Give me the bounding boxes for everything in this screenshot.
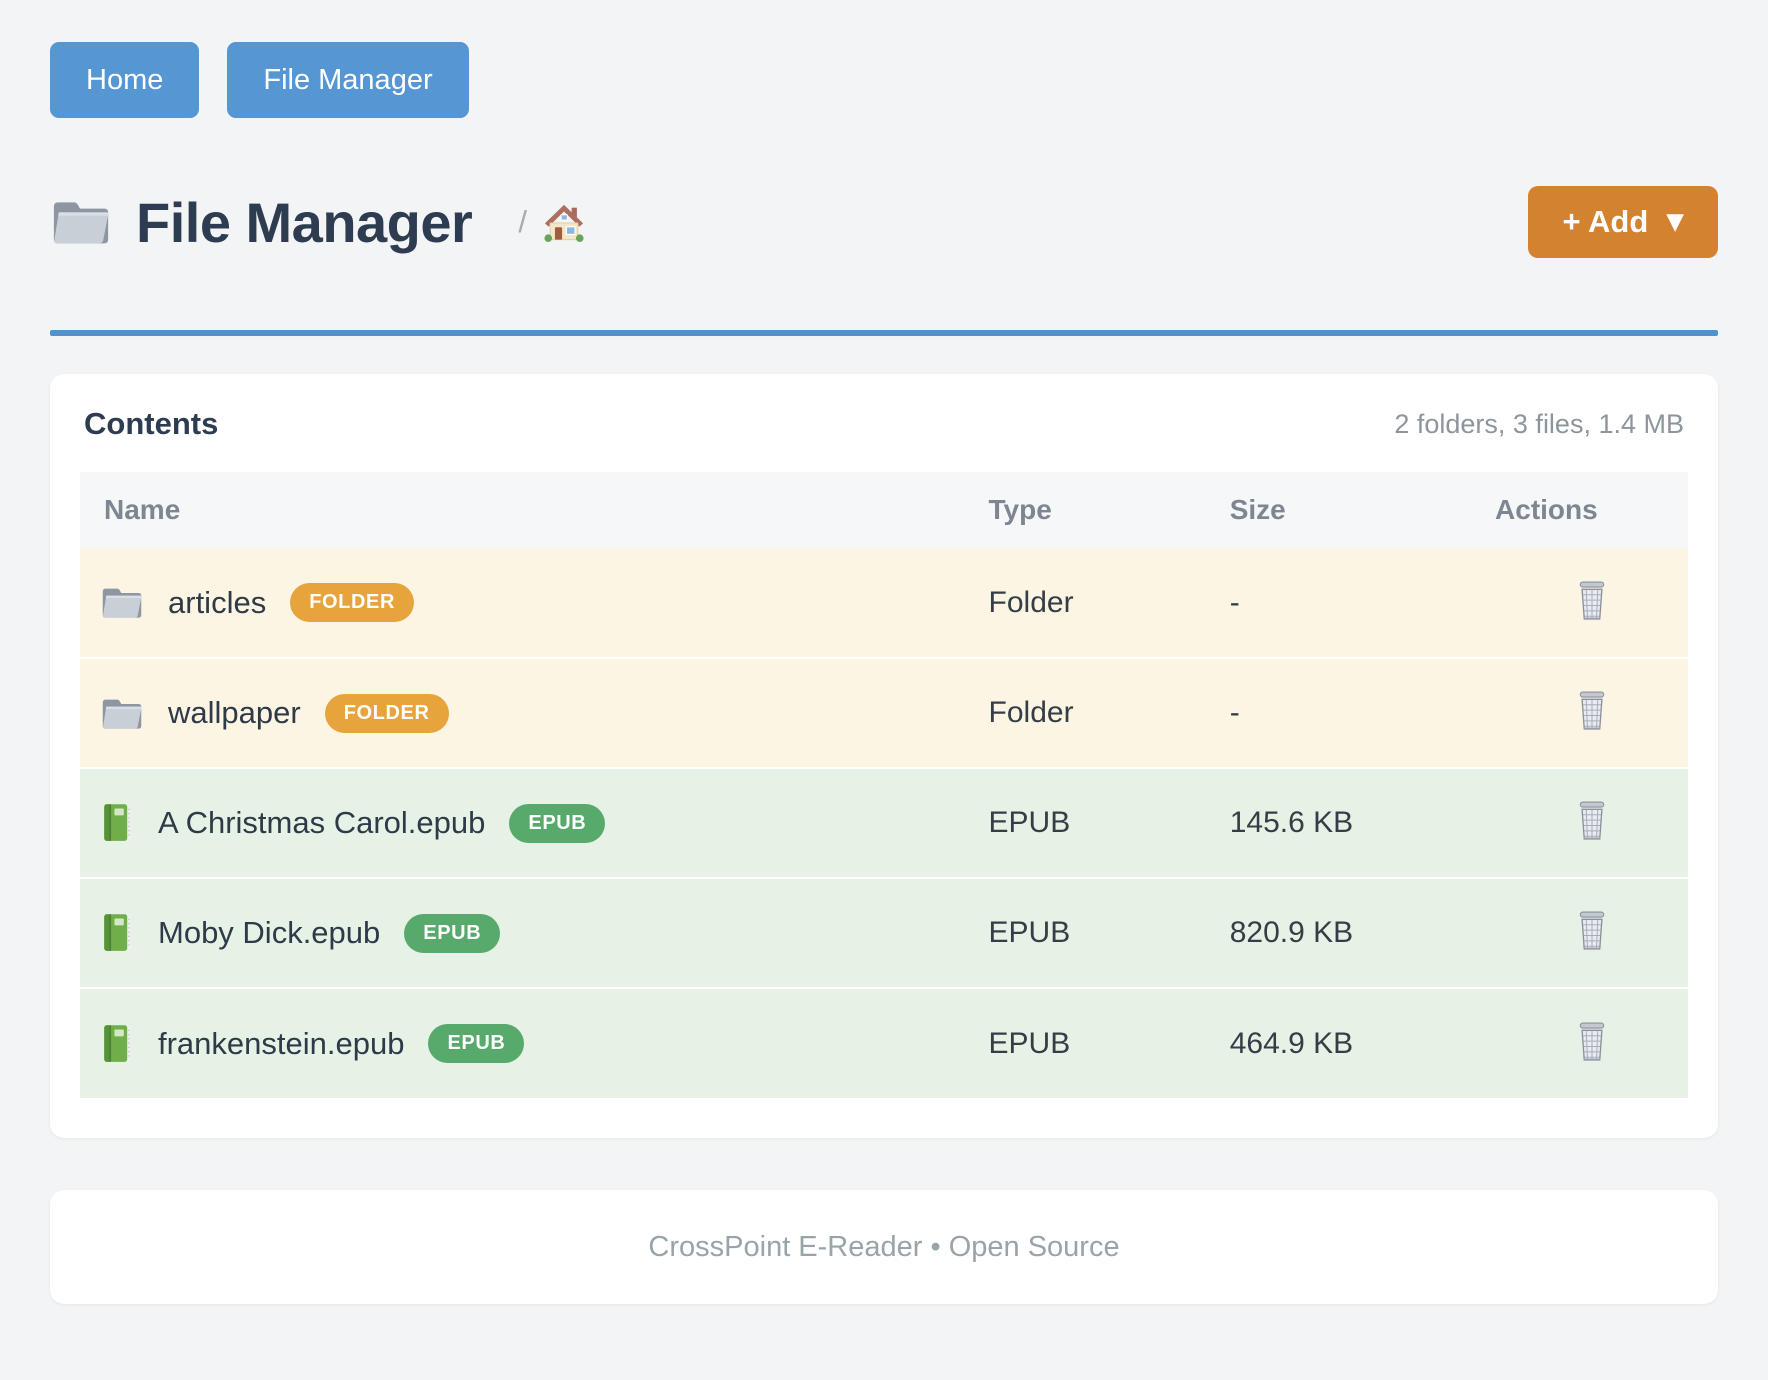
trash-icon <box>1574 690 1610 732</box>
file-name[interactable]: wallpaper <box>168 695 301 730</box>
column-header-type: Type <box>988 472 1230 548</box>
footer: CrossPoint E-Reader • Open Source <box>50 1190 1718 1304</box>
add-button[interactable]: + Add ▼ <box>1528 186 1718 258</box>
file-table: Name Type Size Actions <box>80 472 1688 1098</box>
type-cell: EPUB <box>988 877 1230 988</box>
delete-button[interactable] <box>1570 576 1614 629</box>
size-cell: 145.6 KB <box>1229 767 1496 878</box>
type-badge: EPUB <box>404 913 501 953</box>
type-badge: EPUB <box>428 1024 525 1063</box>
trash-icon <box>1574 580 1610 622</box>
type-cell: EPUB <box>988 987 1230 1098</box>
size-cell: - <box>1229 585 1240 619</box>
type-cell: Folder <box>988 585 1074 619</box>
contents-title: Contents <box>84 406 219 441</box>
book-icon <box>100 912 134 954</box>
folder-icon <box>100 584 144 621</box>
add-button-label: + Add <box>1562 204 1649 239</box>
page: Home File Manager File Manager / <box>50 42 1718 1304</box>
contents-header: Contents 2 folders, 3 files, 1.4 MB <box>80 406 1688 442</box>
nav-button-home[interactable]: Home <box>50 42 200 118</box>
table-row[interactable]: frankenstein.epub EPUB EPUB 464.9 KB <box>80 987 1688 1098</box>
title-wrap: File Manager / <box>50 190 1528 255</box>
type-badge: FOLDER <box>324 693 449 733</box>
delete-button[interactable] <box>1570 796 1614 849</box>
size-cell: 464.9 KB <box>1229 987 1496 1098</box>
book-icon <box>100 1023 134 1065</box>
page-header: File Manager / + A <box>50 176 1718 268</box>
caret-down-icon: ▼ <box>1666 208 1684 235</box>
table-row[interactable]: articles FOLDER Folder - <box>80 548 1688 658</box>
size-cell: 820.9 KB <box>1229 877 1496 988</box>
nav-button-file-manager[interactable]: File Manager <box>227 42 469 118</box>
top-nav: Home File Manager <box>50 42 1718 118</box>
folder-icon <box>50 196 112 248</box>
table-header-row: Name Type Size Actions <box>80 472 1688 548</box>
delete-button[interactable] <box>1570 1017 1614 1070</box>
book-icon <box>100 802 134 844</box>
delete-button[interactable] <box>1570 686 1614 739</box>
trash-icon <box>1574 910 1610 952</box>
size-cell: - <box>1229 657 1496 768</box>
type-badge: FOLDER <box>290 583 415 622</box>
contents-card: Contents 2 folders, 3 files, 1.4 MB Name… <box>50 374 1718 1138</box>
table-body: articles FOLDER Folder - <box>80 548 1688 1098</box>
table-row[interactable]: A Christmas Carol.epub EPUB EPUB 145.6 K… <box>80 767 1688 878</box>
trash-icon <box>1574 800 1610 842</box>
type-cell: EPUB <box>988 767 1230 878</box>
column-header-actions: Actions <box>1495 472 1688 548</box>
breadcrumb: / <box>518 201 585 243</box>
table-row[interactable]: Moby Dick.epub EPUB EPUB 820.9 KB <box>80 877 1688 988</box>
type-badge: EPUB <box>509 803 606 843</box>
delete-button[interactable] <box>1570 906 1614 959</box>
file-name[interactable]: Moby Dick.epub <box>158 915 381 950</box>
file-name[interactable]: articles <box>168 584 267 620</box>
footer-text: CrossPoint E-Reader • Open Source <box>648 1230 1120 1263</box>
title-divider <box>50 330 1718 336</box>
home-icon[interactable] <box>543 201 585 243</box>
type-cell: Folder <box>988 657 1230 768</box>
table-row[interactable]: wallpaper FOLDER Folder - <box>80 657 1688 768</box>
breadcrumb-separator: / <box>518 204 527 239</box>
contents-summary: 2 folders, 3 files, 1.4 MB <box>1394 408 1684 439</box>
column-header-name: Name <box>80 472 989 548</box>
column-header-size: Size <box>1229 472 1496 548</box>
folder-icon <box>100 695 144 732</box>
page-title: File Manager <box>136 190 473 254</box>
file-name[interactable]: frankenstein.epub <box>158 1025 405 1061</box>
trash-icon <box>1574 1021 1610 1063</box>
file-name[interactable]: A Christmas Carol.epub <box>158 805 486 840</box>
